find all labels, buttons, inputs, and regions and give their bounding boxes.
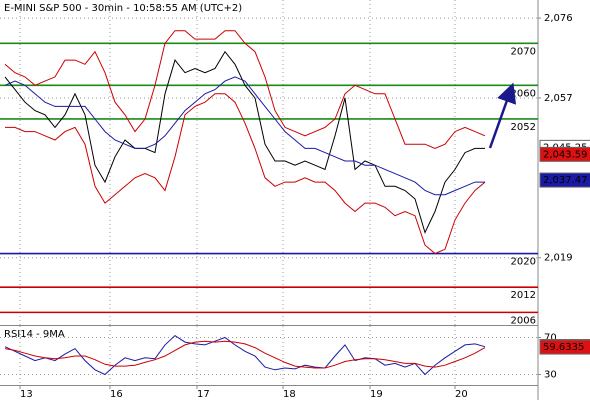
level-label: 2020 xyxy=(511,257,536,268)
level-label: 2012 xyxy=(511,290,536,301)
x-tick-label: 17 xyxy=(197,389,210,400)
series-line xyxy=(4,76,485,196)
x-tick-label: 13 xyxy=(20,389,33,400)
value-box-label: 2,037.47 xyxy=(543,175,588,186)
level-label: 2052 xyxy=(511,122,536,133)
series-line xyxy=(4,30,486,149)
chart-title: E-MINI S&P 500 - 30min - 10:58:55 AM (UT… xyxy=(4,3,242,14)
x-tick-label: 18 xyxy=(283,389,296,400)
value-box xyxy=(539,146,590,162)
x-tick-label: 16 xyxy=(110,389,123,400)
series-line xyxy=(5,93,486,255)
value-box-label: 2,043.59 xyxy=(543,149,588,160)
chart-title: RSI14 - 9MA xyxy=(4,329,65,340)
y-tick-label: 2,076 xyxy=(544,13,573,24)
value-box xyxy=(539,339,590,355)
y-tick-label: 30 xyxy=(544,369,557,380)
value-box xyxy=(539,172,590,188)
level-label: 2070 xyxy=(511,46,536,57)
forecast-arrow xyxy=(488,82,517,149)
x-tick-label: 19 xyxy=(370,389,383,400)
value-box-label: 59.6335 xyxy=(543,342,584,353)
level-label: 2006 xyxy=(511,315,536,326)
series-line xyxy=(4,334,486,376)
series-line xyxy=(4,340,486,369)
x-tick-label: 20 xyxy=(455,389,468,400)
y-tick-label: 2,057 xyxy=(544,93,573,104)
y-tick-label: 2,019 xyxy=(544,253,573,264)
level-label: 2060 xyxy=(511,88,536,99)
series-line xyxy=(4,50,485,234)
y-tick-label: 70 xyxy=(544,332,557,343)
